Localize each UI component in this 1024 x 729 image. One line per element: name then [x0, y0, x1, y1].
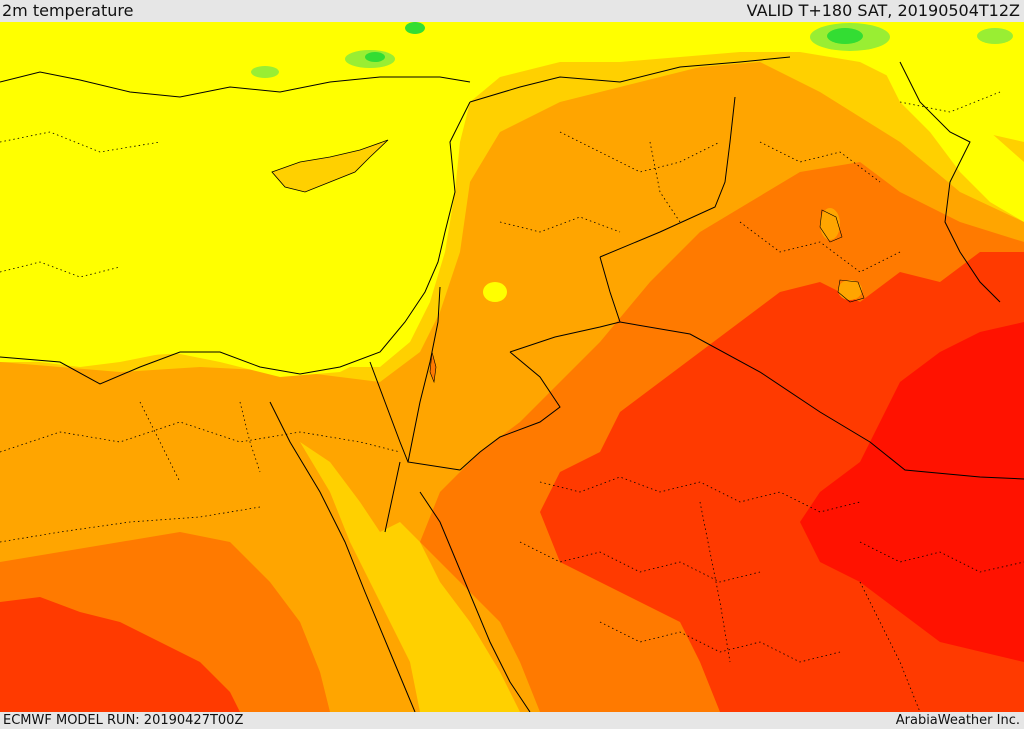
map-canvas: [0, 22, 1024, 712]
border-syria-iraq: [599, 96, 736, 258]
valid-time: VALID T+180 SAT, 20190504T12Z: [746, 1, 1020, 20]
coastline-redsea-west: [269, 401, 416, 712]
lake-habbaniyah: [837, 279, 865, 303]
band-hottest-west: [0, 597, 240, 712]
coastline-redsea-east: [384, 461, 531, 712]
model-run-label: ECMWF MODEL RUN: 20190427T00Z: [3, 713, 244, 728]
band-coolest-patch-1: [827, 28, 863, 44]
border-egypt-israel: [369, 361, 409, 463]
province-borders: [0, 91, 1024, 712]
dead-sea: [429, 351, 437, 384]
border-turkey-syria: [469, 56, 791, 103]
lake-patch-2: [838, 280, 862, 300]
temperature-map[interactable]: [0, 22, 1024, 712]
band-cool-patch-5: [977, 28, 1013, 44]
map-title: 2m temperature: [2, 1, 134, 20]
coastline-med: [0, 101, 471, 385]
coastline-north: [0, 71, 471, 98]
mediterranean-sea: [0, 77, 455, 377]
band-extreme: [800, 322, 1024, 662]
border-iraq-iran: [899, 61, 1001, 303]
border-israel-jordan: [407, 286, 461, 471]
border-jordan: [509, 256, 621, 353]
red-sea: [300, 442, 520, 712]
lake-patch-1: [820, 208, 840, 240]
credit-label: ArabiaWeather Inc.: [895, 713, 1020, 728]
country-borders: [0, 56, 1024, 712]
band-cool-patch-3: [251, 66, 279, 78]
map-header: 2m temperature VALID T+180 SAT, 20190504…: [0, 0, 1024, 22]
border-jordan-saudi: [459, 351, 561, 471]
map-footer: ECMWF MODEL RUN: 20190427T00Z ArabiaWeat…: [0, 712, 1024, 729]
band-coolest-patch-2: [365, 52, 385, 62]
lake-patch-3: [483, 282, 507, 302]
band-cool-patch-6: [880, 62, 1024, 222]
band-cool-patch-4: [405, 22, 425, 34]
border-saudi-iraq: [619, 321, 1024, 480]
lake-tharthar: [819, 209, 843, 243]
cyprus-island: [271, 139, 389, 193]
